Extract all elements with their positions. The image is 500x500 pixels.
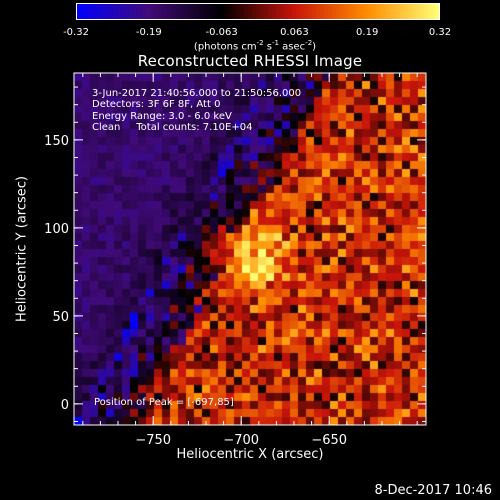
y-tick-label: 0 [61,398,69,413]
x-tick-label: −650 [311,433,347,448]
y-tick-label: 150 [44,134,69,149]
detectors-annotation: Detectors: 3F 6F 8F, Att 0 [92,99,221,110]
colorbar-tick: -0.063 [205,27,238,38]
plot-frame [73,72,427,426]
colorbar-tick: 0.063 [280,27,309,38]
y-tick-label: 100 [44,222,69,237]
chart-title: Reconstructed RHESSI Image [137,52,363,70]
time-range-annotation: 3-Jun-2017 21:40:56.000 to 21:50:56.000 [92,88,302,99]
colorbar-tick: -0.32 [63,27,89,38]
y-tick-label: 50 [52,310,69,325]
image-plot-area [74,73,426,425]
colorbar-unit-label: (photons cm-2 s-1 asec-2) [193,39,317,53]
x-tick-label: −700 [223,433,259,448]
energy-range-annotation: Energy Range: 3.0 - 6.0 keV [92,111,232,122]
y-axis-label: Heliocentric Y (arcsec) [14,176,30,322]
colorbar [76,3,440,20]
x-axis-label: Heliocentric X (arcsec) [176,447,324,462]
heatmap-image [74,73,426,425]
timestamp: 8-Dec-2017 10:46 [374,483,493,498]
colorbar-tick: 0.32 [428,27,452,38]
colorbar-tick: -0.19 [135,27,162,38]
x-tick-label: −750 [135,433,171,448]
peak-position-annotation: Position of Peak = [-697,85] [94,397,234,408]
clean-counts-annotation: Clean Total counts: 7.10E+04 [92,122,253,133]
colorbar-tick: 0.19 [356,27,379,38]
